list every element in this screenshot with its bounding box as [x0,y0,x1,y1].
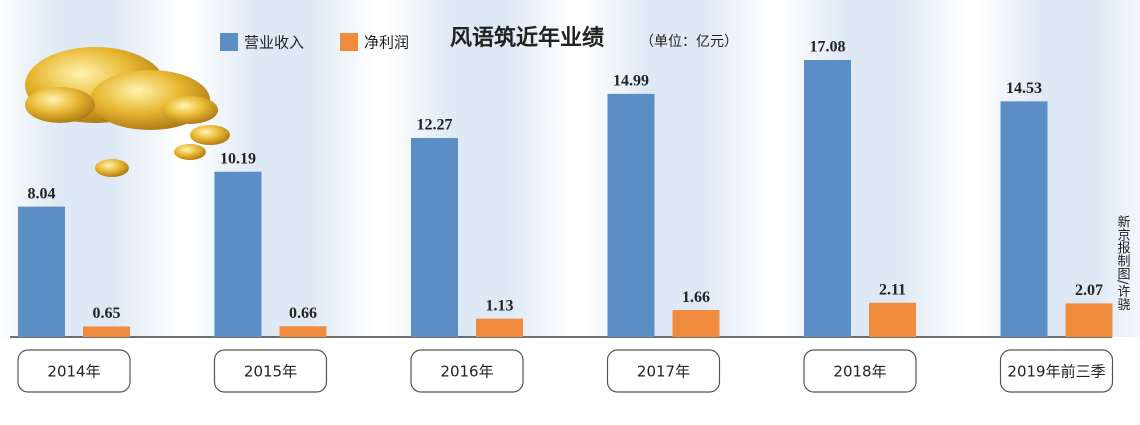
category-box [606,349,721,393]
bar [869,302,916,337]
value-label: 8.04 [28,185,56,202]
category-box [999,349,1114,393]
bar [279,326,327,337]
bar [804,60,851,337]
legend-label: 净利润 [364,34,409,52]
category-box [410,349,524,393]
x-tick-label: 2019年前三季 [1007,363,1105,381]
x-tick-label: 2017年 [637,363,690,381]
bar [607,93,655,337]
category-box [17,349,131,393]
legend-swatch [340,33,358,51]
category-box [213,349,328,393]
value-label: 17.08 [810,39,846,56]
legend: 营业收入 净利润 [220,33,409,52]
value-label: 14.99 [613,73,649,90]
background-stripes [0,0,1140,337]
bar [1065,303,1113,337]
chart-title: 风语筑近年业绩 [450,25,604,50]
value-label: 10.19 [220,150,256,167]
bar [83,326,130,337]
value-label: 2.11 [879,281,906,298]
bar [411,138,458,337]
bar [476,318,523,337]
value-label: 12.27 [417,117,453,134]
value-label: 0.66 [289,305,317,322]
x-tick-label: 2018年 [833,363,886,381]
legend-swatch [220,33,238,51]
coins-decoration [25,47,230,177]
value-label: 0.65 [93,305,121,322]
value-label: 14.53 [1006,80,1042,97]
value-label: 1.13 [486,297,514,314]
value-label: 1.66 [682,289,710,306]
bar [18,206,65,337]
value-label: 2.07 [1075,282,1103,299]
category-box [803,349,917,393]
x-tick-label: 2014年 [47,363,100,381]
unit-note: （单位：亿元） [640,34,738,50]
bar [672,310,720,337]
x-tick-label: 2015年 [244,363,297,381]
legend-label: 营业收入 [244,34,304,52]
bar [1000,101,1048,338]
x-tick-label: 2016年 [440,363,493,381]
credit: 新京报制图/许骁 [1115,214,1131,311]
bar [214,171,262,337]
